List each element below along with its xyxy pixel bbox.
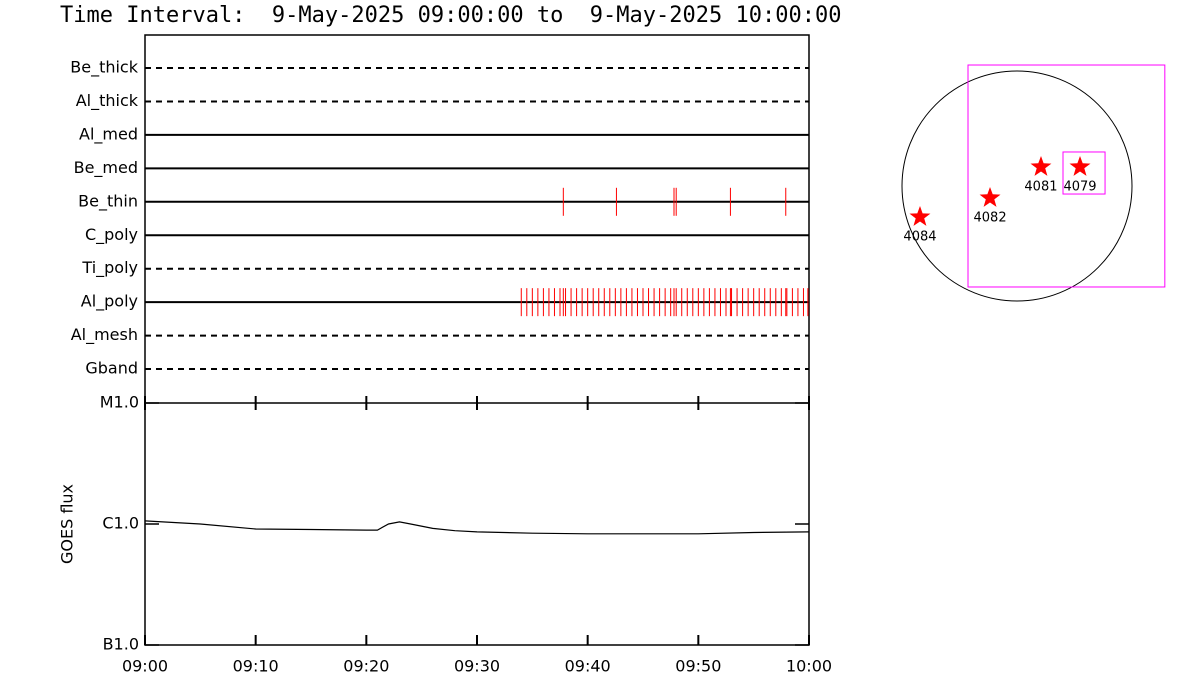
filter-label: Al_med (79, 124, 138, 144)
x-tick-label: 09:50 (675, 657, 721, 676)
filter-label: Ti_poly (81, 258, 138, 278)
goes-curve (144, 520, 810, 535)
x-tick-label: 09:20 (343, 657, 389, 676)
x-tick-label: 09:40 (565, 657, 611, 676)
active-region (909, 206, 931, 226)
filter-label: Gband (85, 359, 138, 378)
solar-limb (901, 70, 1133, 302)
x-tick-label: 10:00 (786, 657, 832, 676)
region-label: 4079 (1063, 179, 1096, 194)
x-tick-label: 09:30 (454, 657, 500, 676)
plot-frame (144, 34, 810, 646)
filter-label: C_poly (85, 225, 138, 245)
y-tick-label: B1.0 (103, 635, 139, 654)
filter-label: Al_poly (81, 292, 138, 312)
x-tick-label: 09:00 (122, 657, 168, 676)
x-tick-label: 09:10 (233, 657, 279, 676)
y-tick-label: M1.0 (100, 393, 139, 412)
active-region (979, 187, 1001, 207)
filter-label: Al_mesh (71, 325, 138, 345)
filter-label: Be_thin (78, 191, 138, 211)
y-tick-label: C1.0 (102, 514, 139, 533)
filter-label: Al_thick (76, 91, 139, 111)
active-region (1069, 156, 1091, 176)
plot-title: Time Interval: 9-May-2025 09:00:00 to 9-… (60, 3, 841, 28)
region-label: 4084 (903, 230, 936, 245)
fov-box (967, 64, 1166, 288)
fov-box (1062, 151, 1106, 195)
region-label: 4081 (1024, 179, 1057, 194)
active-region (1030, 156, 1052, 176)
y-axis-label: GOES flux (58, 484, 77, 564)
filter-label: Be_med (74, 158, 138, 178)
filter-label: Be_thick (70, 58, 138, 78)
region-label: 4082 (974, 210, 1007, 225)
